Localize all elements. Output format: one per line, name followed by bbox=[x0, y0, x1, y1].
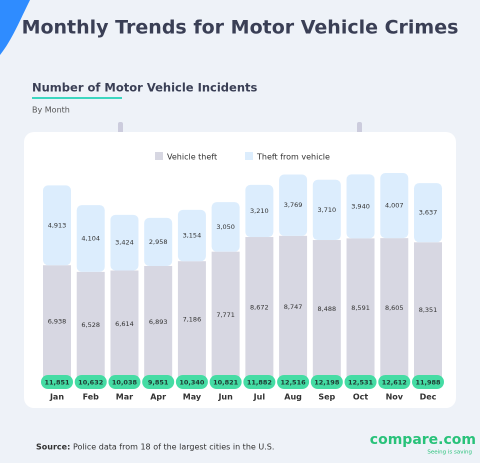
x-tick-label: Feb bbox=[83, 393, 100, 402]
total-pill bbox=[344, 375, 377, 389]
bar-segment bbox=[144, 265, 173, 378]
value-label: 8,591 bbox=[351, 304, 370, 312]
bar-segment bbox=[312, 179, 341, 241]
bar-segment bbox=[177, 261, 206, 378]
x-tick-label: Jul bbox=[253, 393, 266, 402]
total-label: 10,038 bbox=[112, 379, 138, 387]
value-label: 6,893 bbox=[149, 318, 168, 326]
bar-segment bbox=[177, 209, 206, 262]
bar-segment bbox=[43, 265, 71, 378]
source: Police data from 18 of the largest citie… bbox=[73, 443, 274, 452]
value-label: 6,614 bbox=[115, 320, 134, 328]
total-label: 12,516 bbox=[281, 379, 307, 387]
legend-swatch bbox=[155, 152, 163, 160]
value-label: 4,913 bbox=[48, 221, 67, 229]
value-label: 7,771 bbox=[216, 311, 235, 319]
value-label: 3,637 bbox=[419, 209, 438, 217]
x-tick-label: Oct bbox=[353, 393, 369, 402]
chart-subtitle: By Month bbox=[32, 106, 70, 115]
total-pill bbox=[175, 375, 208, 389]
x-tick-label: Mar bbox=[116, 393, 133, 402]
total-label: 11,851 bbox=[44, 379, 70, 387]
value-label: 4,104 bbox=[81, 235, 100, 243]
total-pill bbox=[277, 375, 310, 389]
total-label: 10,632 bbox=[78, 379, 103, 387]
value-label: 3,940 bbox=[351, 202, 370, 210]
value-label: 6,528 bbox=[81, 321, 100, 329]
source-label: Source: bbox=[36, 443, 70, 452]
x-tick-label: Aug bbox=[284, 393, 302, 402]
total-label: 11,988 bbox=[415, 379, 441, 387]
x-tick-label: Dec bbox=[420, 393, 437, 402]
bar-segment bbox=[144, 217, 173, 266]
value-label: 3,154 bbox=[183, 232, 202, 240]
bar-segment bbox=[380, 173, 409, 239]
page-title: Monthly Trends for Motor Vehicle Crimes bbox=[22, 17, 459, 39]
bar-segment bbox=[346, 174, 375, 239]
value-label: 8,747 bbox=[284, 303, 303, 311]
total-pill bbox=[108, 375, 141, 389]
bar-segment bbox=[245, 184, 274, 238]
value-label: 2,958 bbox=[149, 238, 168, 246]
value-label: 8,488 bbox=[318, 305, 337, 313]
bar-segment bbox=[414, 183, 442, 243]
value-label: 3,769 bbox=[284, 201, 303, 209]
logo: compare.com bbox=[370, 432, 476, 448]
total-pill bbox=[41, 375, 73, 389]
tagline: Seeing is saving bbox=[427, 450, 472, 456]
total-label: 12,531 bbox=[348, 379, 374, 387]
value-label: 6,938 bbox=[48, 318, 67, 326]
value-label: 4,007 bbox=[385, 202, 404, 210]
x-tick-label: Apr bbox=[150, 393, 166, 402]
total-label: 9,851 bbox=[148, 379, 169, 387]
bar-segment bbox=[110, 270, 139, 378]
bar-segment bbox=[76, 205, 105, 272]
bar-segment bbox=[211, 251, 240, 378]
total-label: 12,612 bbox=[382, 379, 407, 387]
bar-segment bbox=[110, 214, 139, 271]
total-pill bbox=[310, 375, 343, 389]
value-label: 3,710 bbox=[318, 206, 337, 214]
value-label: 3,424 bbox=[115, 239, 134, 247]
total-pill bbox=[412, 375, 444, 389]
legend-swatch bbox=[245, 152, 253, 160]
legend-label: Vehicle theft bbox=[167, 153, 217, 162]
value-label: 8,351 bbox=[419, 306, 438, 314]
x-tick-label: Nov bbox=[386, 393, 404, 402]
bar-segment bbox=[76, 271, 105, 378]
value-label: 8,605 bbox=[385, 304, 404, 312]
bar-segment bbox=[279, 174, 308, 236]
corner-blob bbox=[0, 0, 30, 55]
bar-segment bbox=[211, 202, 240, 252]
bar-segment bbox=[414, 242, 442, 378]
value-label: 8,672 bbox=[250, 304, 269, 312]
x-tick-label: May bbox=[183, 393, 202, 402]
value-label: 7,186 bbox=[183, 316, 202, 324]
chart-title: Number of Motor Vehicle Incidents bbox=[32, 81, 258, 95]
bar-segment bbox=[43, 185, 71, 266]
total-pill bbox=[74, 375, 107, 389]
x-tick-label: Sep bbox=[318, 393, 335, 402]
total-label: 10,340 bbox=[179, 379, 205, 387]
bar-segment bbox=[245, 237, 274, 378]
legend-label: Theft from vehicle bbox=[256, 153, 330, 162]
total-pill bbox=[378, 375, 411, 389]
value-label: 3,210 bbox=[250, 207, 269, 215]
total-label: 12,198 bbox=[314, 379, 340, 387]
total-label: 11,882 bbox=[247, 379, 272, 387]
bar-segment bbox=[279, 235, 308, 378]
x-tick-label: Jan bbox=[49, 393, 64, 402]
total-label: 10,821 bbox=[213, 379, 239, 387]
total-pill bbox=[142, 375, 175, 389]
value-label: 3,050 bbox=[216, 223, 235, 231]
bar-segment bbox=[346, 238, 375, 378]
bar-segment bbox=[312, 240, 341, 378]
total-pill bbox=[243, 375, 276, 389]
title-underline bbox=[32, 97, 122, 99]
bar-segment bbox=[380, 238, 409, 378]
x-tick-label: Jun bbox=[217, 393, 233, 402]
total-pill bbox=[209, 375, 242, 389]
